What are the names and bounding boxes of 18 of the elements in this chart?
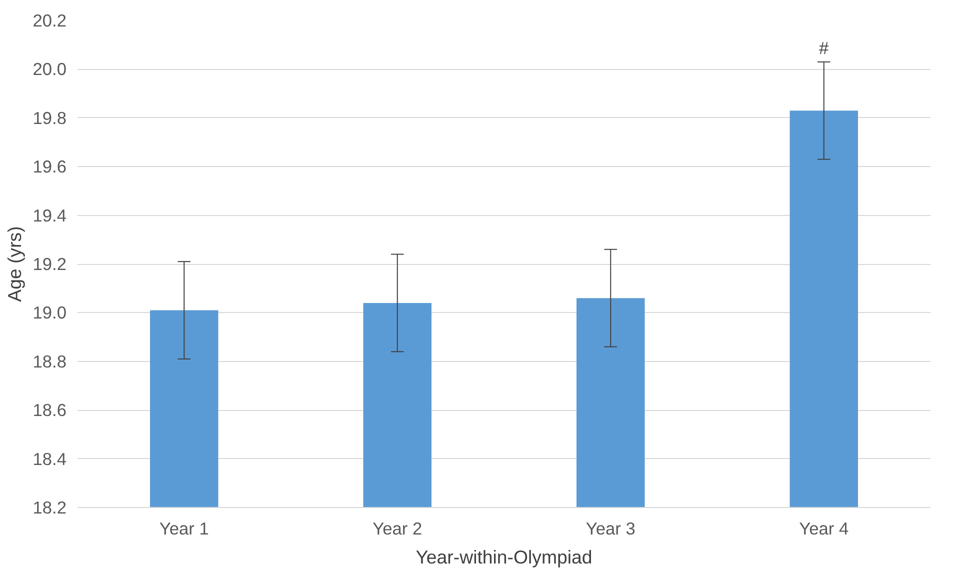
annotation: # bbox=[819, 38, 830, 58]
x-axis-title: Year-within-Olympiad bbox=[416, 546, 592, 568]
y-axis-title: Age (yrs) bbox=[4, 226, 25, 302]
x-tick-label: Year 2 bbox=[372, 518, 422, 538]
y-tick-label: 19.8 bbox=[32, 108, 67, 128]
y-tick-label: 20.0 bbox=[32, 59, 67, 80]
x-tick-label: Year 3 bbox=[586, 518, 636, 538]
y-tick-label: 18.6 bbox=[32, 400, 67, 420]
y-tick-label: 19.2 bbox=[32, 254, 67, 274]
x-tick-label: Year 4 bbox=[799, 518, 849, 538]
y-tick-label: 20.2 bbox=[32, 10, 67, 30]
y-tick-label: 18.8 bbox=[32, 351, 67, 372]
y-tick-label: 19.4 bbox=[32, 205, 67, 226]
y-tick-label: 18.4 bbox=[32, 448, 67, 469]
x-tick-label: Year 1 bbox=[159, 518, 209, 538]
y-tick-label: 19.6 bbox=[32, 156, 67, 177]
y-tick-label: 19.0 bbox=[32, 302, 67, 323]
y-tick-label: 18.2 bbox=[32, 498, 67, 518]
